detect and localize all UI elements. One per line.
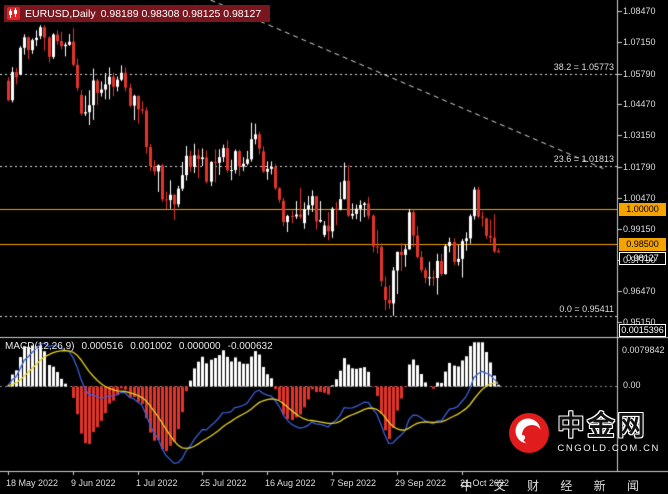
watermark-tagline: 中 文 财 经 新 闻 bbox=[460, 479, 648, 493]
symbol-label: EURUSD,Daily bbox=[25, 7, 96, 20]
candlestick-icon bbox=[7, 7, 20, 20]
time-axis-label: 1 Jul 2022 bbox=[136, 478, 178, 488]
price-tick-label: 1.07150 bbox=[623, 37, 656, 47]
price-level-box-parity: 1.00000 bbox=[619, 203, 666, 216]
price-tick-label: 0.97790 bbox=[623, 255, 656, 265]
price-tick-label: 1.03150 bbox=[623, 130, 656, 140]
price-tick-label: 1.00470 bbox=[623, 193, 656, 203]
time-axis-label: 25 Jul 2022 bbox=[200, 478, 247, 488]
macd-header: MACD(12,26,9) 0.000516 0.001002 0.000000… bbox=[5, 341, 273, 352]
price-tick-label: 1.04470 bbox=[623, 99, 656, 109]
price-tick-label: 1.05790 bbox=[623, 69, 656, 79]
macd-value-3: 0.000000 bbox=[178, 341, 221, 352]
ohlc-values: 0.98189 0.98308 0.98125 0.98127 bbox=[100, 7, 262, 20]
time-axis-label: 21 Oct 2022 bbox=[460, 478, 510, 488]
time-axis-label: 16 Aug 2022 bbox=[265, 478, 316, 488]
watermark-site: CNGOLD.COM.CN bbox=[557, 443, 660, 455]
time-axis-label: 18 May 2022 bbox=[6, 478, 59, 488]
fib-level-label: 38.2 = 1.05773 bbox=[553, 62, 614, 72]
watermark-text: 中金网 CNGOLD.COM.CN bbox=[557, 411, 660, 455]
price-tick-label: 0.96470 bbox=[623, 286, 656, 296]
indicator-value-box: 0.0015396 bbox=[619, 324, 666, 337]
fib-level-label: 0.0 = 0.95411 bbox=[559, 304, 614, 314]
price-tick-label: 0.95150 bbox=[623, 317, 656, 327]
indicator-name: MACD(12,26,9) bbox=[5, 341, 75, 352]
cngold-logo-icon bbox=[509, 413, 550, 454]
indicator-axis-max-label: 0.0079842 bbox=[622, 345, 665, 355]
current-price-box: 0.98127 bbox=[619, 252, 666, 265]
time-axis-label: 9 Jun 2022 bbox=[71, 478, 116, 488]
time-axis-label: 7 Sep 2022 bbox=[330, 478, 377, 488]
macd-value-4: -0.000632 bbox=[227, 341, 273, 352]
price-level-box-0985: 0.98500 bbox=[619, 238, 666, 251]
indicator-axis-zero-label: 0.00 bbox=[623, 380, 641, 390]
price-tick-label: 1.08470 bbox=[623, 6, 656, 16]
watermark: 中金网 CNGOLD.COM.CN bbox=[508, 412, 660, 454]
macd-value-2: 0.001002 bbox=[130, 341, 172, 352]
price-tick-label: 0.99150 bbox=[623, 224, 656, 234]
macd-value-1: 0.000516 bbox=[81, 341, 124, 352]
symbol-ohlc-header: EURUSD,Daily 0.98189 0.98308 0.98125 0.9… bbox=[4, 5, 271, 22]
price-tick-label: 1.01790 bbox=[623, 162, 656, 172]
watermark-brand: 中金网 bbox=[557, 411, 648, 441]
fib-level-label: 23.6 = 1.01813 bbox=[553, 154, 614, 164]
time-axis-label: 29 Sep 2022 bbox=[395, 478, 447, 488]
